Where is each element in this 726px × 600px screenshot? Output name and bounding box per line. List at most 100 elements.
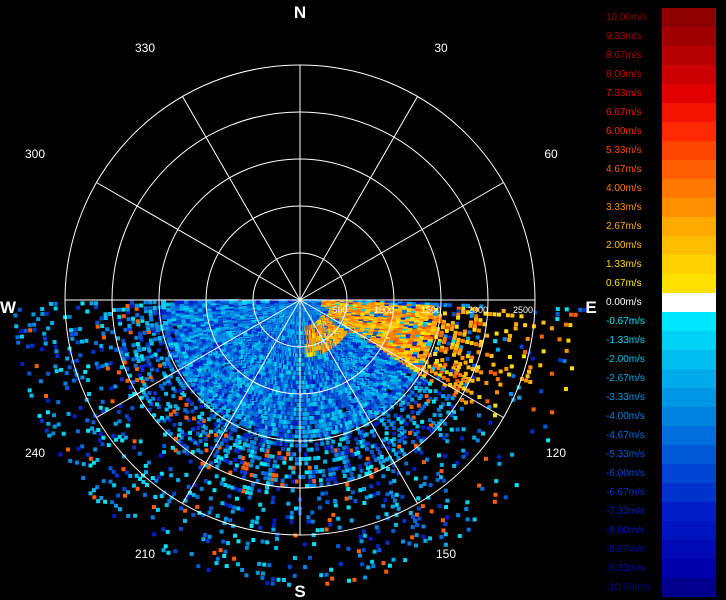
echo-cell [221, 539, 226, 544]
echo-cell [398, 415, 403, 420]
echo-cell [315, 447, 320, 451]
echo-cell [366, 300, 372, 305]
echo-cell [466, 336, 471, 341]
echo-cell [522, 354, 526, 359]
echo-cell [413, 352, 418, 357]
echo-cell [418, 379, 423, 384]
echo-cell [428, 336, 434, 341]
echo-cell [401, 539, 405, 544]
echo-cell [357, 430, 362, 435]
echo-cell [284, 474, 289, 479]
echo-cell [434, 349, 439, 354]
echo-cell [437, 421, 442, 426]
echo-cell [539, 389, 544, 394]
echo-cell [426, 325, 432, 330]
echo-cell [294, 479, 299, 484]
echo-cell [483, 311, 488, 316]
echo-cell [422, 436, 426, 441]
echo-cell [171, 394, 176, 399]
echo-cell [445, 377, 450, 382]
echo-cell [558, 358, 563, 363]
echo-cell [88, 463, 93, 468]
echo-cell [449, 413, 454, 418]
echo-cell [132, 483, 136, 488]
echo-cell [331, 471, 336, 476]
echo-cell [347, 369, 353, 374]
echo-cell [425, 346, 431, 351]
echo-cell [454, 324, 459, 329]
echo-cell [447, 303, 452, 308]
echo-cell [504, 367, 509, 371]
echo-cell [351, 490, 355, 495]
echo-cell [441, 402, 445, 407]
echo-cell [508, 333, 512, 338]
echo-cell [384, 307, 389, 312]
echo-cell [462, 375, 467, 379]
echo-cell [369, 429, 374, 434]
echo-cell [224, 454, 229, 458]
echo-cell [439, 348, 444, 353]
echo-cell [254, 436, 258, 441]
echo-cell [466, 376, 471, 381]
echo-cell [524, 378, 529, 383]
echo-cell [386, 413, 391, 418]
echo-cell [266, 444, 271, 449]
echo-cell [405, 334, 411, 339]
echo-cell [151, 396, 156, 401]
echo-cell [570, 366, 574, 371]
echo-cell [230, 509, 235, 514]
echo-cell [412, 466, 417, 471]
echo-cell [357, 373, 363, 378]
echo-cell [75, 429, 80, 434]
echo-cell [527, 369, 531, 374]
echo-cell [422, 339, 428, 344]
echo-cell [68, 458, 73, 463]
echo-cell [356, 309, 362, 314]
echo-cell [415, 332, 421, 337]
echo-cell [423, 337, 429, 342]
echo-cell [374, 467, 379, 472]
echo-cell [333, 503, 338, 508]
echo-cell [360, 444, 365, 449]
echo-cell [422, 404, 427, 409]
echo-cell [469, 320, 473, 325]
echo-cell [190, 427, 195, 432]
echo-cell [359, 468, 364, 473]
echo-cell [286, 501, 291, 506]
echo-cell [314, 424, 320, 429]
echo-cell [420, 419, 425, 424]
echo-cell [447, 335, 452, 340]
echo-cell [337, 525, 342, 530]
echo-cell [341, 469, 346, 474]
echo-cell [427, 364, 432, 369]
echo-cell [426, 343, 432, 348]
echo-cell [80, 444, 85, 449]
echo-cell [459, 345, 464, 350]
echo-cell [337, 465, 342, 470]
echo-cell [412, 341, 418, 346]
echo-cell [330, 467, 335, 472]
echo-cell [354, 375, 360, 380]
echo-cell [477, 428, 482, 433]
echo-cell [282, 429, 288, 434]
echo-cell [419, 316, 425, 321]
echo-cell [374, 525, 379, 530]
echo-cell [442, 436, 446, 441]
echo-cell [162, 381, 167, 386]
echo-cell [415, 424, 420, 429]
echo-cell [245, 541, 250, 546]
echo-cell [364, 462, 369, 467]
echo-cell [417, 388, 422, 393]
echo-cell [461, 306, 466, 311]
echo-cell [476, 365, 481, 370]
echo-cell [157, 475, 161, 480]
echo-cell [415, 522, 420, 527]
echo-cell [305, 371, 311, 375]
echo-cell [413, 443, 418, 448]
echo-cell [408, 350, 414, 355]
echo-cell [372, 492, 377, 497]
echo-cell [393, 413, 398, 418]
echo-cell [353, 392, 359, 397]
echo-cell [117, 419, 122, 424]
echo-cell [337, 452, 342, 457]
